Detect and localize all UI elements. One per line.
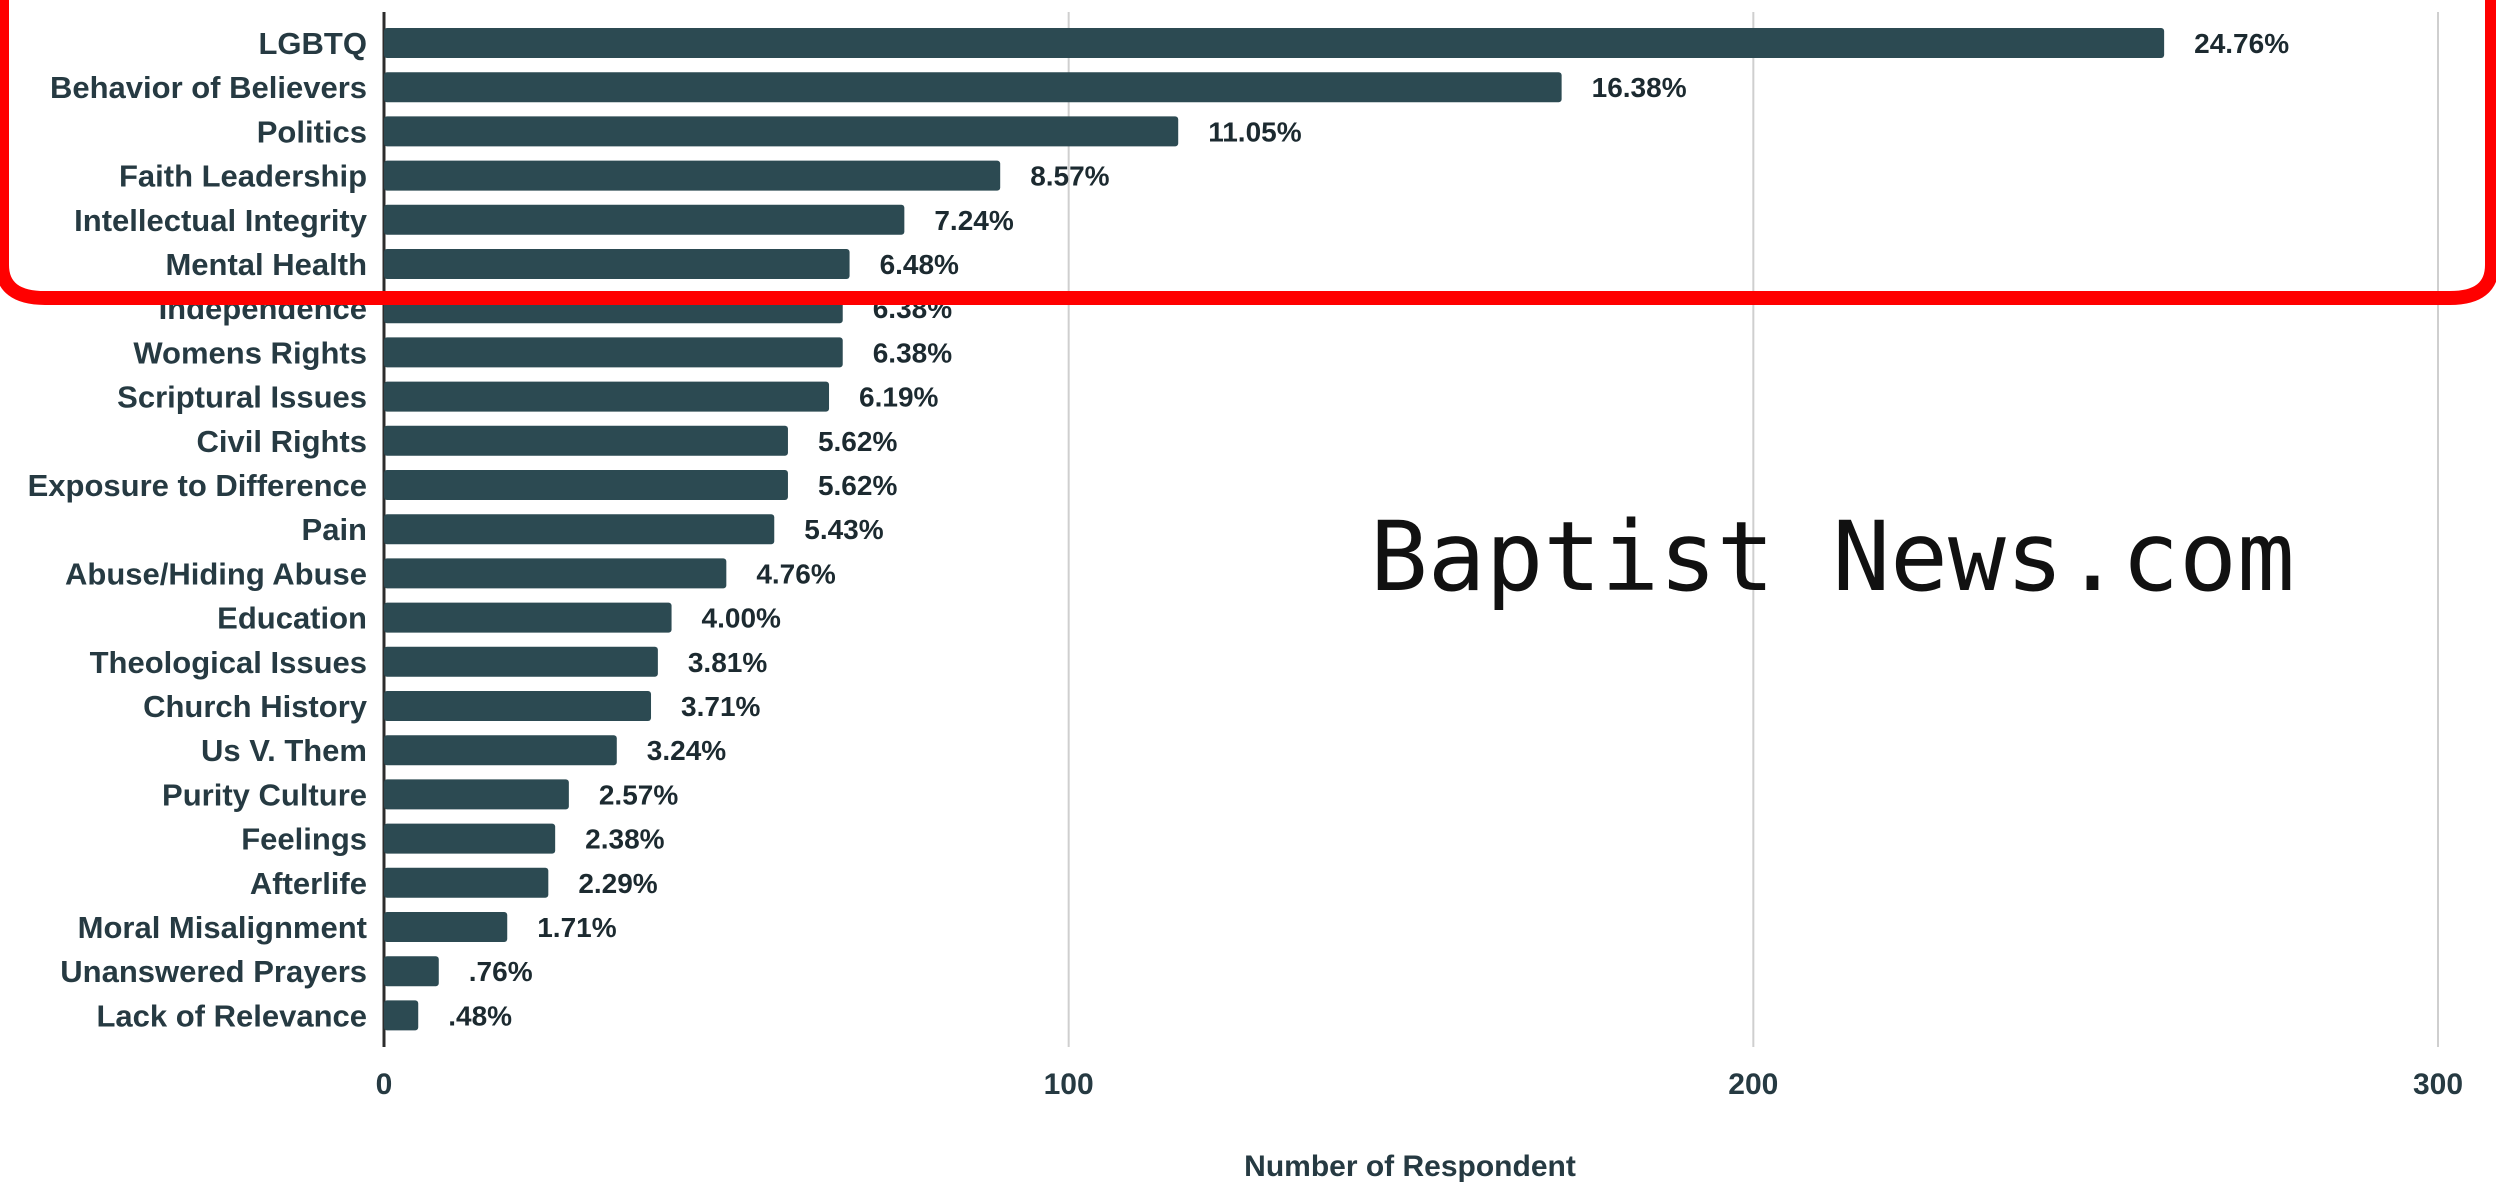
value-label: 6.19% bbox=[859, 382, 938, 413]
value-label: 2.38% bbox=[585, 824, 664, 855]
category-label: Feelings bbox=[241, 822, 367, 857]
category-label: Exposure to Difference bbox=[28, 468, 367, 503]
x-tick-label: 200 bbox=[1728, 1068, 1778, 1101]
value-labels: 24.76% 16.38% 11.05% 8.57% 7.24% 6.48% 6.38% 6.… bbox=[448, 28, 2289, 1031]
x-axis-title: Number of Respondent bbox=[1244, 1150, 1576, 1183]
value-label: 7.24% bbox=[934, 205, 1013, 236]
category-labels: LGBTQ Behavior of Believers Politics Faith … bbox=[28, 26, 368, 1033]
value-label: 5.62% bbox=[818, 470, 897, 501]
value-label: .76% bbox=[469, 956, 533, 987]
bar bbox=[384, 514, 775, 545]
bar bbox=[384, 204, 905, 235]
category-label: Scriptural Issues bbox=[117, 380, 367, 415]
highlight-outline bbox=[0, 0, 2496, 305]
category-label: Theological Issues bbox=[90, 645, 367, 680]
bar bbox=[384, 72, 1562, 103]
bar bbox=[384, 381, 830, 412]
value-label: 6.48% bbox=[880, 249, 959, 280]
bar bbox=[384, 249, 850, 279]
category-label: Abuse/Hiding Abuse bbox=[65, 556, 367, 591]
value-label: 24.76% bbox=[2194, 28, 2289, 59]
bar bbox=[384, 1000, 419, 1031]
bar bbox=[384, 912, 508, 942]
value-label: 1.71% bbox=[537, 912, 616, 943]
bar bbox=[384, 646, 658, 677]
bar bbox=[384, 602, 672, 633]
category-label: Womens Rights bbox=[133, 335, 367, 370]
category-label: Church History bbox=[143, 689, 368, 724]
bar bbox=[384, 28, 2165, 58]
category-label: Lack of Relevance bbox=[96, 998, 367, 1033]
category-label: Faith Leadership bbox=[119, 159, 367, 194]
bar bbox=[384, 116, 1179, 147]
x-tick-label: 100 bbox=[1044, 1068, 1094, 1101]
bar bbox=[384, 558, 727, 589]
bar bbox=[384, 337, 843, 368]
value-label: 8.57% bbox=[1030, 161, 1109, 192]
category-label: Moral Misalignment bbox=[78, 910, 367, 945]
value-label: 4.76% bbox=[756, 558, 835, 589]
category-label: Mental Health bbox=[165, 247, 367, 282]
value-label: 3.71% bbox=[681, 691, 760, 722]
value-label: .48% bbox=[448, 1000, 512, 1031]
bar bbox=[384, 956, 439, 987]
watermark-text: Baptist News.com bbox=[1370, 501, 2295, 613]
x-tick-labels: 0 100 200 300 bbox=[376, 1068, 2463, 1101]
value-label: 5.62% bbox=[818, 426, 897, 457]
value-label: 4.00% bbox=[702, 603, 781, 634]
category-label: Afterlife bbox=[250, 866, 367, 901]
bar bbox=[384, 425, 788, 456]
value-label: 3.81% bbox=[688, 647, 767, 678]
category-label: Us V. Them bbox=[201, 733, 367, 768]
category-label: Pain bbox=[302, 512, 367, 547]
category-label: LGBTQ bbox=[259, 26, 368, 61]
x-tick-label: 0 bbox=[376, 1068, 393, 1101]
value-label: 6.38% bbox=[873, 337, 952, 368]
value-label: 16.38% bbox=[1592, 72, 1687, 103]
bar bbox=[384, 867, 549, 898]
category-label: Education bbox=[217, 601, 367, 636]
bars bbox=[384, 28, 2165, 1031]
bar bbox=[384, 823, 556, 854]
bar bbox=[384, 779, 569, 810]
value-label: 11.05% bbox=[1208, 116, 1302, 147]
bar bbox=[384, 735, 617, 766]
bar bbox=[384, 691, 652, 721]
bar bbox=[384, 160, 1001, 191]
x-tick-label: 300 bbox=[2413, 1068, 2463, 1101]
category-label: Intellectual Integrity bbox=[74, 203, 368, 238]
value-label: 2.57% bbox=[599, 779, 678, 810]
bar bbox=[384, 470, 788, 500]
value-label: 2.29% bbox=[578, 868, 657, 899]
category-label: Politics bbox=[257, 114, 367, 149]
value-label: 5.43% bbox=[804, 514, 883, 545]
category-label: Unanswered Prayers bbox=[60, 954, 367, 989]
category-label: Behavior of Believers bbox=[50, 70, 367, 105]
value-label: 3.24% bbox=[647, 735, 726, 766]
category-label: Purity Culture bbox=[162, 777, 367, 812]
category-label: Civil Rights bbox=[196, 424, 367, 459]
